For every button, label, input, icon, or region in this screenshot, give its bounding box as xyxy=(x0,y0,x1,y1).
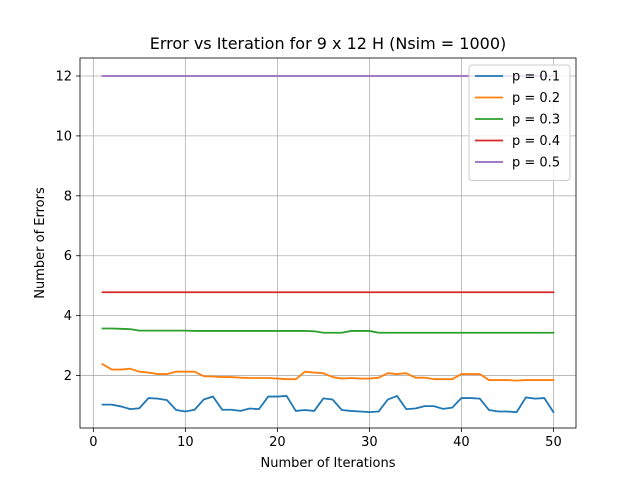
y-tick-label: 4 xyxy=(64,309,72,324)
x-tick-label: 0 xyxy=(89,435,97,450)
x-tick-label: 50 xyxy=(545,435,562,450)
series-line-3 xyxy=(101,327,555,334)
chart-title: Error vs Iteration for 9 x 12 H (Nsim = … xyxy=(150,34,507,53)
axes: 0 10 20 30 40 50 2 4 6 8 10 12 xyxy=(55,57,577,450)
x-tick-label: 20 xyxy=(269,435,286,450)
x-tick-label: 40 xyxy=(453,435,470,450)
legend-label: p = 0.2 xyxy=(512,91,560,106)
y-tick-label: 8 xyxy=(64,189,72,204)
legend: p = 0.1 p = 0.2 p = 0.3 p = 0.4 p = 0.5 xyxy=(468,64,571,181)
y-axis-label: Number of Errors xyxy=(33,187,48,299)
legend-label: p = 0.4 xyxy=(512,134,560,149)
plot-frame xyxy=(79,57,577,429)
x-tick-label: 10 xyxy=(177,435,194,450)
series-line-2 xyxy=(101,362,555,382)
y-tick-label: 2 xyxy=(64,369,72,384)
legend-box xyxy=(468,64,571,181)
y-tick-label: 10 xyxy=(55,129,72,144)
y-tick-label: 6 xyxy=(64,249,72,264)
legend-label: p = 0.1 xyxy=(512,70,560,85)
series-line-1 xyxy=(101,395,555,414)
y-tick-label: 12 xyxy=(55,69,72,84)
x-tick-label: 30 xyxy=(361,435,378,450)
legend-label: p = 0.3 xyxy=(512,113,560,128)
x-axis-label: Number of Iterations xyxy=(261,456,396,471)
legend-label: p = 0.5 xyxy=(512,156,560,171)
